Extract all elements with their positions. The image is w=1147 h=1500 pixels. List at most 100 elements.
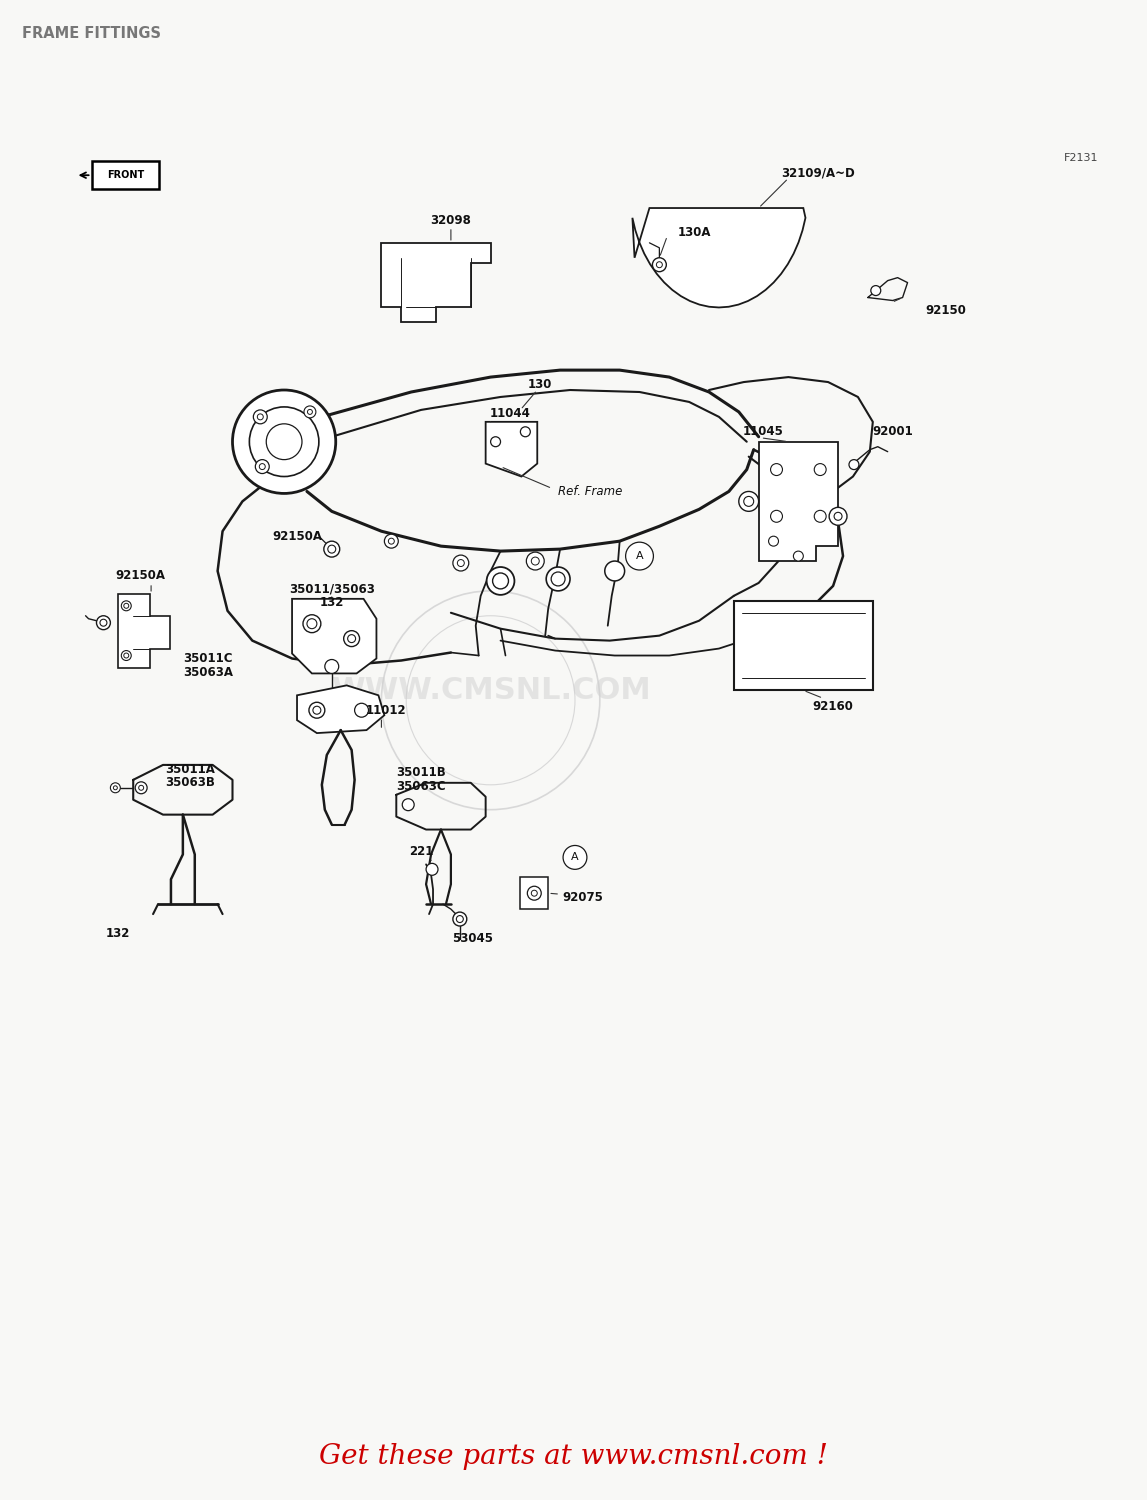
Circle shape	[834, 513, 842, 520]
Text: A: A	[571, 852, 579, 862]
Circle shape	[348, 634, 356, 642]
Circle shape	[354, 704, 368, 717]
Circle shape	[328, 544, 336, 554]
Circle shape	[814, 464, 826, 476]
Circle shape	[563, 846, 587, 870]
Circle shape	[531, 556, 539, 566]
Circle shape	[96, 615, 110, 630]
Text: 130A: 130A	[678, 226, 711, 240]
Circle shape	[625, 542, 654, 570]
Text: 130: 130	[528, 378, 553, 390]
Polygon shape	[382, 243, 491, 322]
Circle shape	[814, 510, 826, 522]
Text: 35011C: 35011C	[182, 652, 233, 664]
Text: 35011B: 35011B	[397, 766, 446, 780]
Circle shape	[453, 555, 469, 572]
Circle shape	[233, 390, 336, 494]
Text: FRAME FITTINGS: FRAME FITTINGS	[22, 26, 161, 40]
Text: 92150A: 92150A	[272, 530, 322, 543]
Text: 35063B: 35063B	[165, 777, 214, 789]
Circle shape	[259, 464, 265, 470]
Text: 92001: 92001	[872, 426, 913, 438]
Text: 35011/35063: 35011/35063	[289, 582, 375, 596]
Polygon shape	[758, 441, 838, 561]
Polygon shape	[632, 209, 805, 308]
Text: F2131: F2131	[1064, 153, 1099, 164]
Circle shape	[457, 915, 463, 922]
Text: 92150: 92150	[926, 304, 966, 316]
Polygon shape	[734, 602, 873, 690]
Circle shape	[135, 782, 147, 794]
Text: 11044: 11044	[490, 408, 531, 420]
Circle shape	[325, 660, 338, 674]
Text: 53045: 53045	[452, 933, 493, 945]
Circle shape	[743, 496, 754, 507]
Circle shape	[309, 702, 325, 718]
Circle shape	[389, 538, 395, 544]
Text: Ref. Frame: Ref. Frame	[557, 484, 622, 498]
Circle shape	[384, 534, 398, 548]
Text: FRONT: FRONT	[107, 170, 143, 180]
Circle shape	[531, 890, 537, 896]
Circle shape	[266, 424, 302, 459]
Text: 32098: 32098	[430, 214, 471, 228]
Circle shape	[829, 507, 846, 525]
Polygon shape	[118, 594, 170, 669]
Text: 35011A: 35011A	[165, 764, 214, 777]
Circle shape	[124, 652, 128, 658]
Circle shape	[249, 406, 319, 477]
Circle shape	[653, 258, 666, 272]
Circle shape	[122, 651, 131, 660]
Circle shape	[526, 552, 544, 570]
Circle shape	[491, 436, 500, 447]
Circle shape	[253, 410, 267, 424]
Circle shape	[304, 406, 315, 418]
Text: 92150A: 92150A	[116, 570, 165, 582]
Text: 92160: 92160	[813, 699, 853, 712]
Circle shape	[546, 567, 570, 591]
Circle shape	[303, 615, 321, 633]
Circle shape	[771, 464, 782, 476]
Circle shape	[403, 798, 414, 810]
Text: 221: 221	[409, 844, 434, 858]
Circle shape	[458, 560, 465, 567]
Circle shape	[426, 864, 438, 876]
Circle shape	[552, 572, 565, 586]
Circle shape	[486, 567, 515, 596]
Text: 11012: 11012	[366, 704, 407, 717]
Text: 132: 132	[320, 597, 344, 609]
Circle shape	[492, 573, 508, 590]
Circle shape	[521, 427, 530, 436]
Circle shape	[871, 285, 881, 296]
Polygon shape	[521, 878, 548, 909]
Text: 132: 132	[107, 927, 131, 940]
Polygon shape	[297, 686, 384, 734]
Text: 32109/A~D: 32109/A~D	[781, 166, 855, 180]
Circle shape	[100, 620, 107, 626]
Circle shape	[604, 561, 625, 580]
FancyBboxPatch shape	[92, 162, 159, 189]
Text: 35063A: 35063A	[182, 666, 233, 680]
Circle shape	[771, 510, 782, 522]
Text: 92075: 92075	[562, 891, 603, 903]
Circle shape	[794, 550, 803, 561]
Circle shape	[323, 542, 340, 556]
Text: WWW.CMSNL.COM: WWW.CMSNL.COM	[330, 676, 650, 705]
Text: 11045: 11045	[743, 426, 785, 438]
Circle shape	[528, 886, 541, 900]
Circle shape	[114, 786, 117, 790]
Circle shape	[110, 783, 120, 794]
Text: 35063C: 35063C	[397, 780, 446, 794]
Circle shape	[739, 492, 758, 512]
Circle shape	[256, 459, 270, 474]
Circle shape	[257, 414, 264, 420]
Circle shape	[124, 603, 128, 609]
Circle shape	[139, 786, 143, 790]
Text: Get these parts at www.cmsnl.com !: Get these parts at www.cmsnl.com !	[319, 1443, 827, 1470]
Polygon shape	[485, 422, 537, 477]
Circle shape	[307, 618, 317, 628]
Circle shape	[768, 536, 779, 546]
Circle shape	[313, 706, 321, 714]
Circle shape	[453, 912, 467, 926]
Polygon shape	[292, 598, 376, 674]
